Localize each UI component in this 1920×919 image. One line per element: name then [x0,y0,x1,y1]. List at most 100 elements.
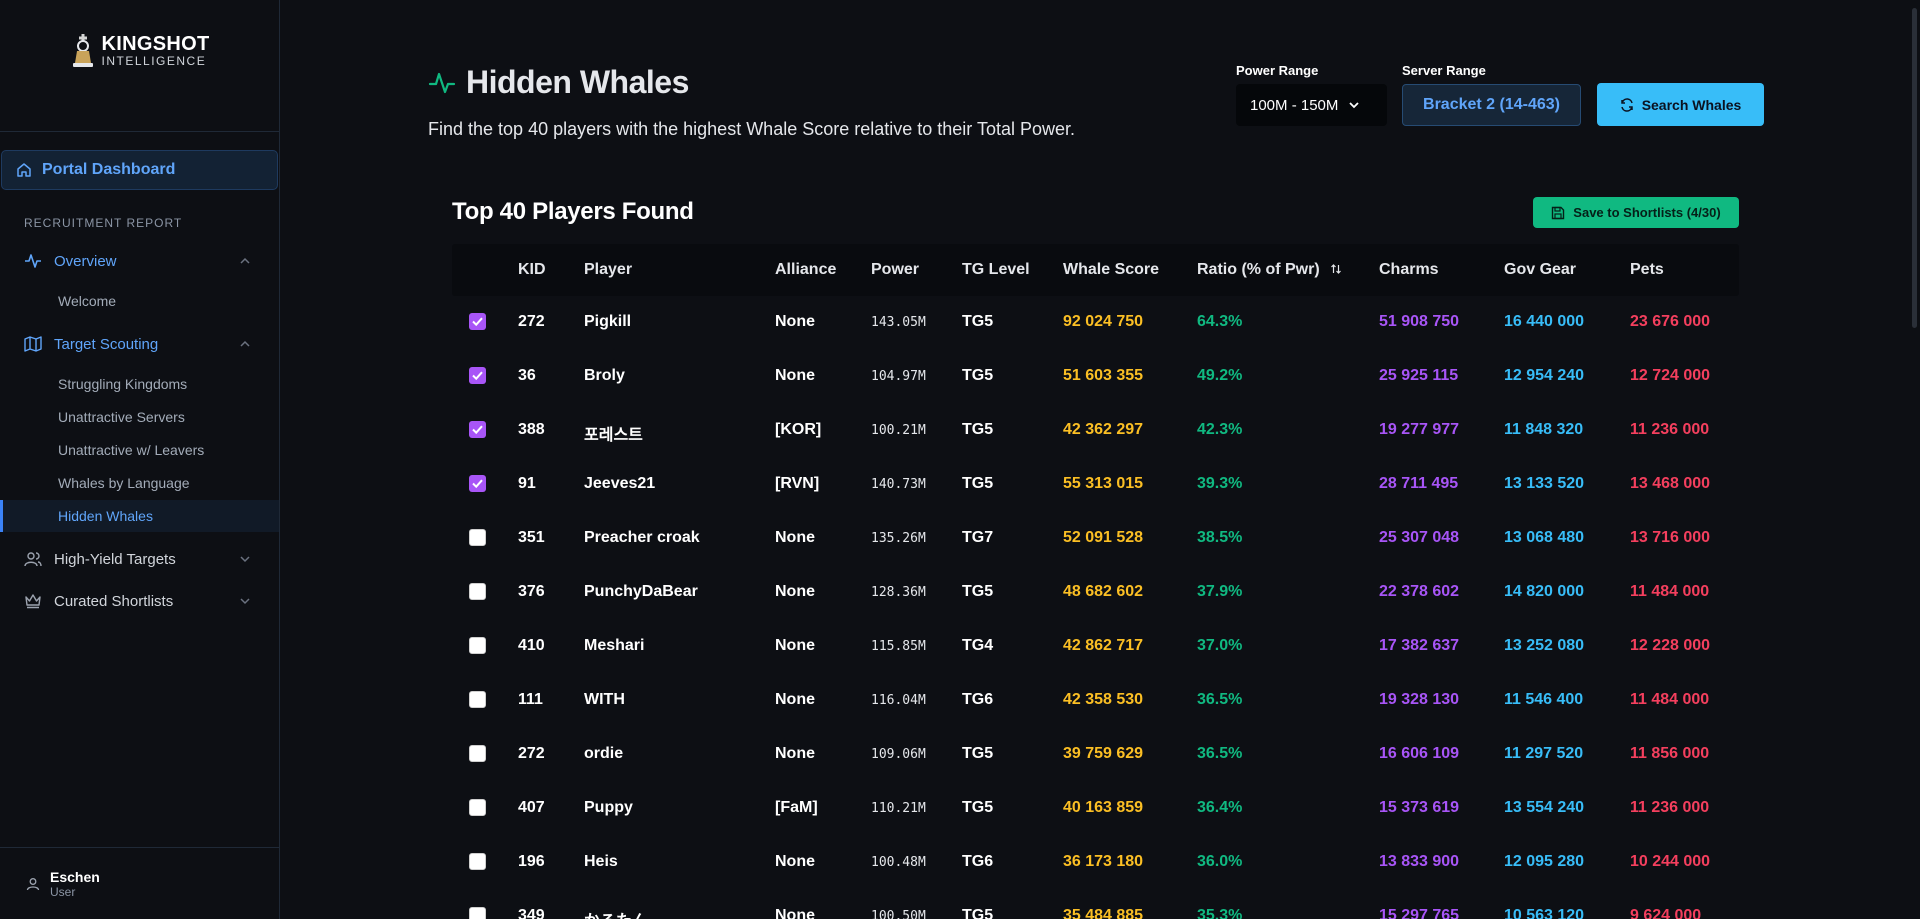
cell-charms: 25 307 048 [1379,529,1460,546]
cell-pets: 11 856 000 [1630,745,1710,762]
cell-power: 100.50M [871,909,926,919]
row-checkbox[interactable] [469,637,486,654]
row-checkbox[interactable] [469,745,486,762]
sidebar-group-target-scouting[interactable]: Target Scouting [0,326,279,362]
cell-ratio: 36.0% [1197,853,1243,870]
chevron-up-icon [240,257,250,264]
col-header-kid[interactable]: KID [518,261,546,278]
cell-player: Preacher croak [584,529,700,546]
cell-whale: 35 484 885 [1063,907,1144,919]
table-row[interactable]: 91 Jeeves21 [RVN] 140.73M TG5 55 313 015 39.3%… [452,458,1739,512]
power-range-select[interactable]: 100M - 150M [1236,84,1387,126]
table-row[interactable]: 196 Heis None 100.48M TG6 36 173 180 36.0% 13 8… [452,836,1739,890]
sidebar-item-hidden-whales[interactable]: Hidden Whales [0,500,279,532]
table-header: KID Player Alliance Power TG Level Whale… [452,244,1739,296]
table-row[interactable]: 111 WITH None 116.04M TG6 42 358 530 36.5% 19 3… [452,674,1739,728]
cell-alliance: None [775,853,815,870]
col-header-whale-score[interactable]: Whale Score [1063,261,1160,278]
cell-whale: 40 163 859 [1063,799,1144,816]
sidebar-item-welcome[interactable]: Welcome [58,293,117,309]
cell-player: Jeeves21 [584,475,656,492]
server-range-label: Server Range [1402,63,1486,78]
cell-gov: 10 563 120 [1504,907,1585,919]
col-header-alliance[interactable]: Alliance [775,261,837,278]
portal-dashboard-label: Portal Dashboard [42,161,176,178]
row-checkbox[interactable] [469,853,486,870]
row-checkbox[interactable] [469,475,486,492]
sidebar-group-curated-shortlists[interactable]: Curated Shortlists [0,583,279,619]
col-header-player[interactable]: Player [584,261,633,278]
cell-tg: TG5 [962,475,994,492]
cell-kid: 36 [518,367,536,384]
search-whales-button[interactable]: Search Whales [1597,83,1764,126]
row-checkbox[interactable] [469,313,486,330]
cell-power: 140.73M [871,477,926,492]
col-header-pets[interactable]: Pets [1630,261,1664,278]
cell-whale: 52 091 528 [1063,529,1144,546]
cell-alliance: None [775,313,815,330]
sidebar-group-overview[interactable]: Overview [0,243,279,279]
checkmark-icon [472,425,483,435]
cell-ratio: 42.3% [1197,421,1243,438]
row-checkbox[interactable] [469,529,486,546]
row-checkbox[interactable] [469,799,486,816]
cell-charms: 15 297 765 [1379,907,1460,919]
cell-alliance: None [775,745,815,762]
table-row[interactable]: 272 Pigkill None 143.05M TG5 92 024 750 64.3% 5… [452,296,1739,350]
col-header-tg-level[interactable]: TG Level [962,261,1030,278]
table-row[interactable]: 351 Preacher croak None 135.26M TG7 52 091 52… [452,512,1739,566]
col-header-ratio[interactable]: Ratio (% of Pwr) [1197,261,1342,279]
cell-whale: 51 603 355 [1063,367,1144,384]
save-to-shortlists-button[interactable]: Save to Shortlists (4/30) [1533,197,1739,228]
row-checkbox[interactable] [469,583,486,600]
user-profile[interactable]: Eschen User [0,847,279,919]
cell-gov: 14 820 000 [1504,583,1585,600]
sidebar-item-unattractive-leavers[interactable]: Unattractive w/ Leavers [58,442,205,458]
col-header-charms[interactable]: Charms [1379,261,1439,278]
sidebar-item-unattractive-servers[interactable]: Unattractive Servers [58,409,185,425]
cell-kid: 272 [518,745,545,762]
cell-ratio: 64.3% [1197,313,1243,330]
table-row[interactable]: 376 PunchyDaBear None 128.36M TG5 48 682 602 3… [452,566,1739,620]
scrollbar[interactable] [1912,8,1917,328]
sidebar-item-struggling-kingdoms[interactable]: Struggling Kingdoms [58,376,188,392]
table-row[interactable]: 349 かろたん None 100.50M TG5 35 484 885 35.3% 15 2… [452,890,1739,919]
row-checkbox[interactable] [469,367,486,384]
cell-kid: 407 [518,799,545,816]
cell-kid: 410 [518,637,545,654]
col-header-power[interactable]: Power [871,261,920,278]
table-row[interactable]: 272 ordie None 109.06M TG5 39 759 629 36.5% 16 … [452,728,1739,782]
cell-charms: 28 711 495 [1379,475,1459,492]
table-row[interactable]: 388 포레스트 [KOR] 100.21M TG5 42 362 297 42.3% 19 … [452,404,1739,458]
cell-ratio: 36.5% [1197,745,1243,762]
portal-dashboard-button[interactable]: Portal Dashboard [1,150,278,190]
cell-charms: 16 606 109 [1379,745,1460,762]
cell-tg: TG5 [962,799,994,816]
user-role: User [50,884,76,899]
sidebar-item-whales-by-language[interactable]: Whales by Language [58,475,190,491]
cell-charms: 51 908 750 [1379,313,1460,330]
row-checkbox[interactable] [469,421,486,438]
cell-kid: 91 [518,475,536,492]
sort-icon[interactable] [1330,263,1342,275]
cell-player: PunchyDaBear [584,583,698,600]
cell-alliance: None [775,367,815,384]
cell-tg: TG5 [962,583,994,600]
row-checkbox[interactable] [469,907,486,919]
logo[interactable]: KINGSHOT INTELLIGENCE [0,0,279,132]
cell-whale: 48 682 602 [1063,583,1144,600]
table-row[interactable]: 407 Puppy [FaM] 110.21M TG5 40 163 859 36.4% 15… [452,782,1739,836]
logo-title: KINGSHOT [101,33,210,55]
server-range-field[interactable]: Bracket 2 (14-463) [1402,84,1581,126]
sidebar-group-high-yield[interactable]: High-Yield Targets [0,541,279,577]
table-row[interactable]: 410 Meshari None 115.85M TG4 42 862 717 37.0% 1… [452,620,1739,674]
row-checkbox[interactable] [469,691,486,708]
page-title: Hidden Whales [428,64,689,101]
table-row[interactable]: 36 Broly None 104.97M TG5 51 603 355 49.2% 25 9… [452,350,1739,404]
page-title-text: Hidden Whales [466,64,689,100]
cell-whale: 42 362 297 [1063,421,1144,438]
cell-gov: 11 297 520 [1504,745,1584,762]
col-header-gov-gear[interactable]: Gov Gear [1504,261,1577,278]
cell-alliance: None [775,637,815,654]
search-whales-label: Search Whales [1641,96,1742,113]
